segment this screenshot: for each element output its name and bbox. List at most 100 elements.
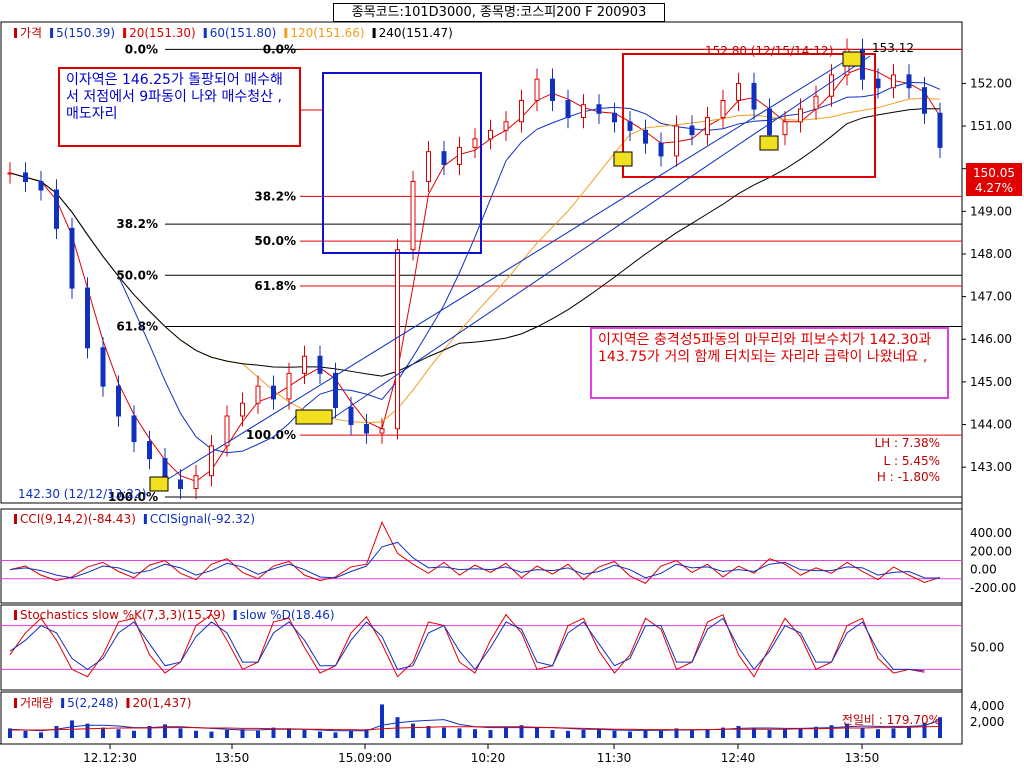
volume-bar-0: [8, 728, 12, 738]
price-candle-24: [379, 428, 385, 434]
cci-tick-label-1: 200.00: [970, 544, 1012, 558]
volume-bar-22: [349, 730, 353, 738]
x-tick-label-3: 10:20: [471, 751, 506, 765]
price-candle-36: [565, 99, 571, 119]
legend-volume-item-0: 거래량: [20, 696, 53, 710]
volume-bar-36: [566, 730, 570, 738]
volume-bar-56: [876, 729, 880, 738]
wave-box-blue: [322, 72, 482, 254]
price-candle-16: [255, 385, 261, 404]
highlight-marker-0: [149, 476, 169, 492]
volume-bar-28: [442, 727, 446, 738]
volume-bar-17: [271, 727, 276, 738]
legend-stoch-marker-1: [233, 610, 237, 620]
price-candle-4: [69, 227, 75, 289]
legend-volume-marker-1: [61, 698, 65, 708]
legend-price-item-5: 240(151.47): [379, 26, 453, 40]
legend-cci-item-1: CCISignal(-92.32): [150, 512, 255, 526]
volume-bar-3: [54, 726, 59, 738]
legend-price-item-0: 가격: [20, 26, 42, 40]
price-tick-label-9: 152.00: [970, 76, 1012, 90]
legend-price-marker-2: [123, 28, 127, 38]
stat-lh: LH : 7.38%: [874, 436, 940, 450]
price-candle-57: [891, 74, 896, 89]
legend-price-item-4: 120(151.66): [290, 26, 364, 40]
price-candle-53: [829, 74, 834, 97]
volume-bar-26: [411, 723, 415, 738]
high-label-1: 152.80 (12/15/14:12): [705, 44, 833, 58]
volume-bar-35: [550, 730, 555, 738]
volume-bar-58: [907, 726, 911, 738]
volume-bar-39: [612, 730, 617, 738]
volume-bar-21: [333, 732, 338, 738]
fib-label-right-3: 61.8%: [254, 279, 296, 293]
high-label-2: 153.12: [872, 41, 914, 55]
price-candle-35: [550, 78, 555, 101]
legend-price-marker-0: [14, 28, 17, 38]
volume-bar-55: [860, 727, 865, 738]
volume-bar-6: [101, 727, 105, 738]
volume-bar-42: [659, 730, 663, 738]
fib-label-right-1: 38.2%: [254, 189, 296, 203]
fib-label-left-3: 61.8%: [116, 319, 158, 333]
highlight-marker-2: [613, 151, 633, 167]
price-candle-22: [348, 406, 354, 426]
legend-price-item-2: 20(151.30): [129, 26, 196, 40]
x-tick-label-5: 12:40: [721, 751, 756, 765]
price-tick-label-2: 145.00: [970, 375, 1012, 389]
cci-tick-label-2: 0.00: [970, 563, 997, 577]
legend-stoch-item-1: slow %D(18.46): [240, 608, 335, 622]
price-candle-7: [116, 385, 121, 417]
price-candle-1: [23, 172, 28, 182]
price-tick-label-4: 147.00: [970, 290, 1012, 304]
volume-bar-5: [85, 723, 90, 738]
price-candle-47: [736, 82, 741, 101]
fib-label-left-1: 38.2%: [116, 217, 158, 231]
volume-ratio: 전일비 : 179.70%: [842, 713, 940, 727]
last-price-badge: [966, 163, 1022, 196]
stoch-tick-label-0: 50.00: [970, 641, 1004, 655]
price-candle-23: [364, 424, 369, 434]
price-tick-label-8: 151.00: [970, 119, 1012, 133]
legend-stoch-item-0: Stochastics slow %K(7,3,3)(15.79): [20, 608, 226, 622]
price-candle-30: [472, 138, 478, 148]
highlight-marker-3: [759, 135, 779, 151]
price-candle-2: [38, 180, 44, 191]
price-candle-41: [643, 129, 648, 144]
price-candle-46: [720, 99, 726, 119]
volume-bar-7: [116, 729, 121, 738]
price-ma-3: [9, 108, 941, 377]
volume-bar-12: [194, 730, 198, 738]
volume-bar-33: [519, 725, 524, 738]
legend-price-item-1: 5(150.39): [56, 26, 115, 40]
price-candle-45: [705, 117, 710, 136]
volume-bar-19: [302, 730, 307, 738]
low-label: 142.30 (12/12/13:22): [18, 487, 146, 501]
price-tick-label-1: 144.00: [970, 418, 1012, 432]
price-candle-40: [627, 121, 633, 131]
price-candle-56: [875, 78, 881, 89]
price-candle-27: [426, 151, 431, 182]
volume-bar-24: [380, 704, 384, 738]
wave-box-red: [622, 53, 876, 178]
legend-price-marker-1: [50, 28, 54, 38]
price-candle-19: [302, 355, 307, 374]
legend-volume-item-1: 5(2,248): [67, 696, 118, 710]
volume-bar-8: [132, 730, 136, 738]
fib-label-left-2: 50.0%: [116, 268, 158, 282]
volume-bar-30: [473, 729, 477, 738]
volume-bar-44: [690, 730, 694, 738]
volume-bar-27: [426, 726, 431, 738]
volume-bar-48: [752, 728, 756, 738]
volume-bar-43: [674, 728, 679, 738]
stoch-series-0: [9, 613, 925, 678]
price-candle-43: [674, 125, 679, 157]
price-candle-12: [193, 475, 199, 489]
stoch-series-1: [9, 617, 925, 672]
price-candle-0: [7, 172, 13, 175]
legend-volume-marker-0: [14, 698, 17, 708]
last-price: 150.05: [973, 166, 1015, 180]
price-candle-9: [147, 441, 152, 460]
highlight-marker-1: [295, 409, 333, 425]
